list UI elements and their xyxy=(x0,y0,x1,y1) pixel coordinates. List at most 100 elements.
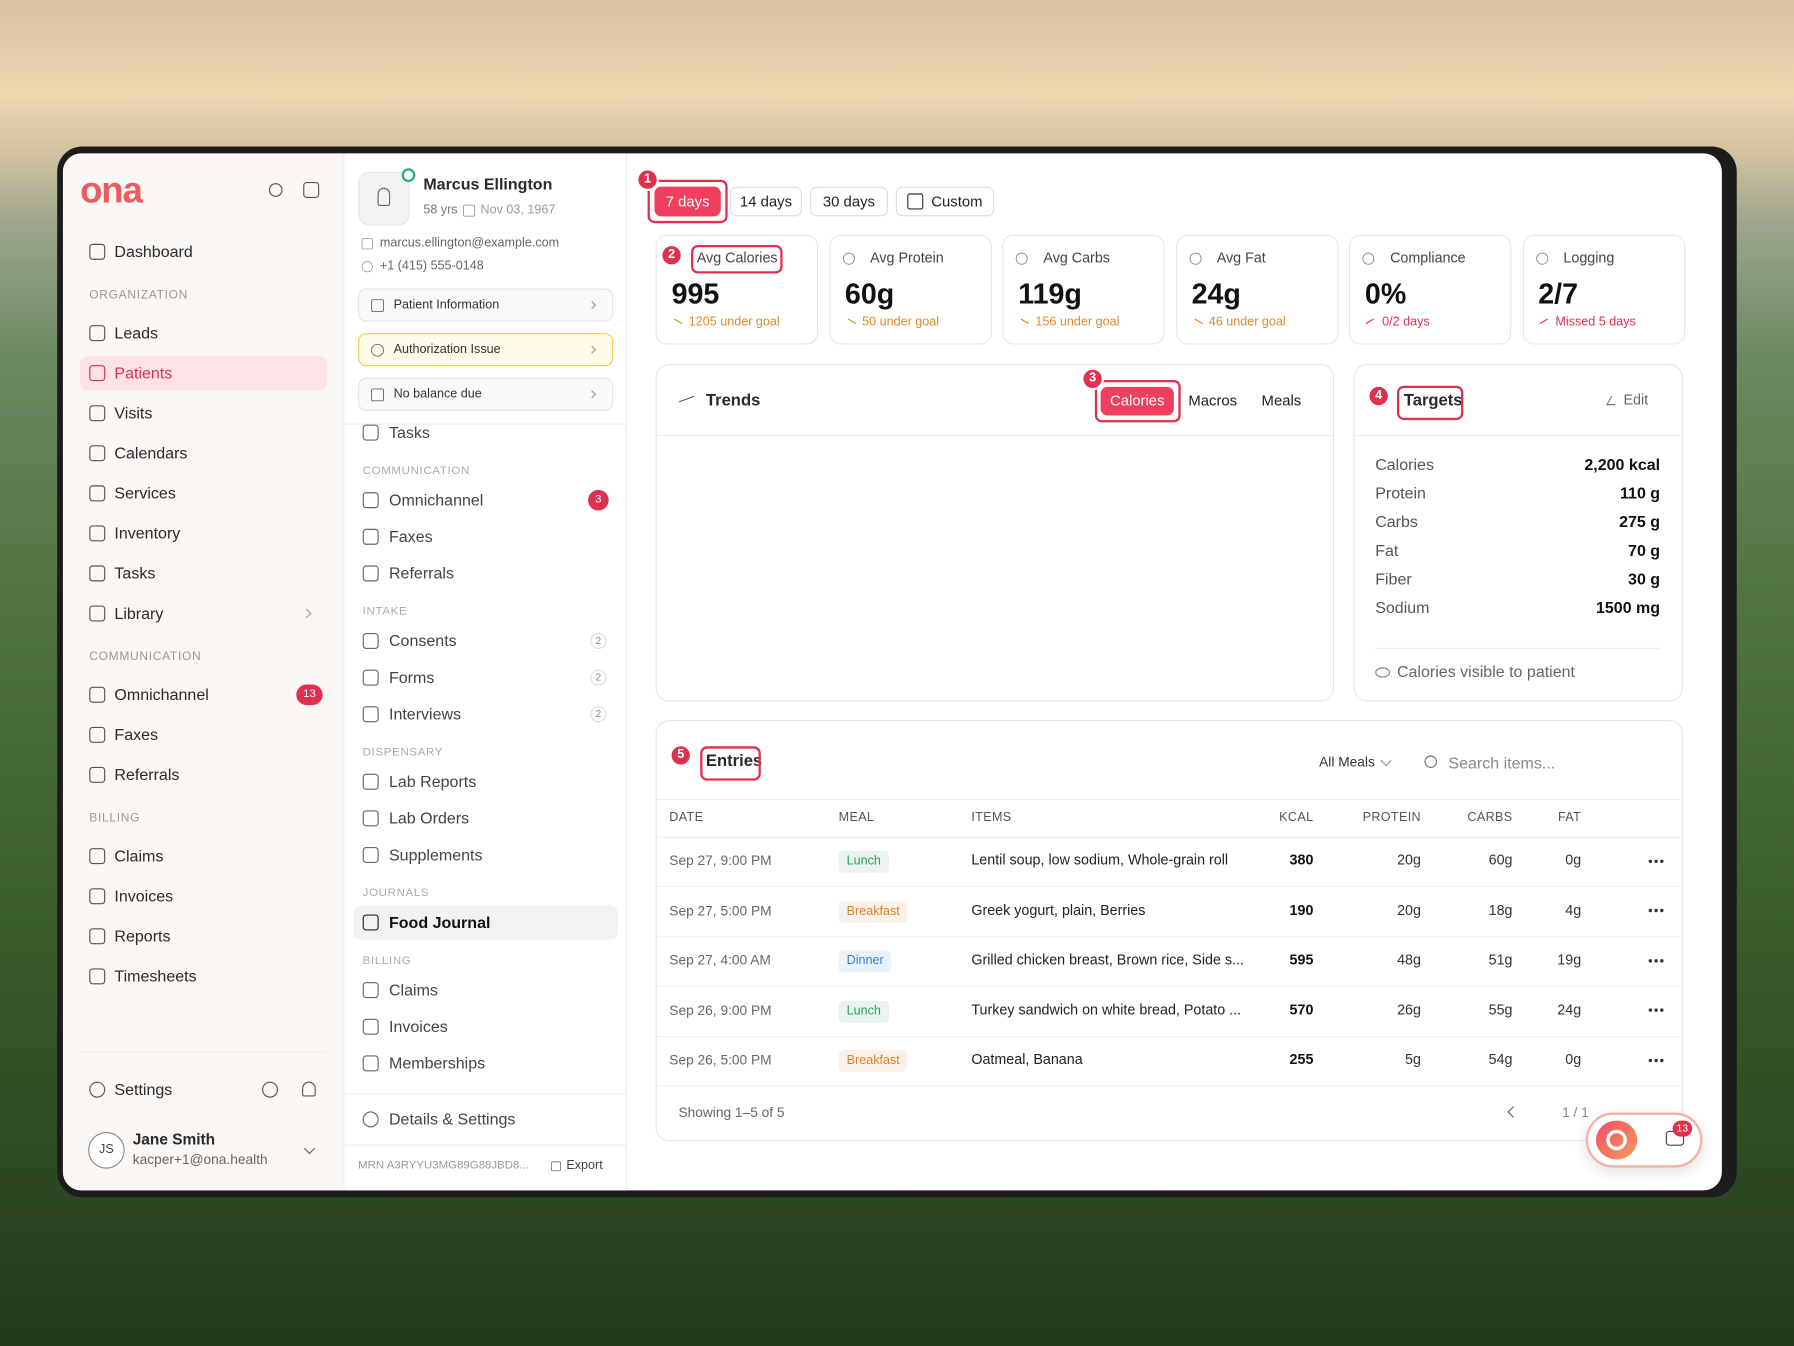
patient-phone: +1 (415) 555-0148 xyxy=(379,259,484,273)
range-button[interactable] xyxy=(895,186,995,217)
nav-item[interactable]: Calendars xyxy=(114,443,188,462)
divider xyxy=(656,985,1682,987)
bell-icon[interactable] xyxy=(302,1081,316,1097)
menu-item[interactable]: Consents xyxy=(388,631,457,650)
icon xyxy=(89,888,106,905)
nav-item[interactable]: Omnichannel xyxy=(114,685,209,704)
entry-date: Sep 26, 5:00 PM xyxy=(669,1051,772,1068)
nav-item[interactable]: Claims xyxy=(114,846,164,865)
entry-items: Turkey sandwich on white bread, Potato .… xyxy=(971,1001,1242,1018)
icon xyxy=(89,766,106,783)
entry-items: Grilled chicken breast, Brown rice, Side… xyxy=(971,951,1244,968)
column-header: CARBS xyxy=(1467,810,1513,825)
stat-card xyxy=(828,234,992,345)
search-input[interactable]: Search items... xyxy=(1448,753,1556,773)
help-icon[interactable] xyxy=(261,1081,279,1098)
nav-item[interactable]: Leads xyxy=(114,323,159,342)
stat-value: 995 xyxy=(671,278,720,311)
info-card[interactable] xyxy=(358,288,614,322)
menu-item[interactable]: Faxes xyxy=(388,527,433,546)
nav-item[interactable]: Faxes xyxy=(114,725,159,744)
divider xyxy=(80,1051,328,1054)
target-value: 2,200 kcal xyxy=(1584,455,1661,474)
menu-heading: COMMUNICATION xyxy=(362,464,470,478)
menu-item[interactable]: Food Journal xyxy=(388,912,491,932)
stat-note: 1205 under goal xyxy=(688,315,780,329)
menu-item[interactable]: Tasks xyxy=(388,423,430,442)
entry-date: Sep 26, 9:00 PM xyxy=(669,1001,772,1018)
icon xyxy=(362,1018,379,1035)
menu-heading: INTAKE xyxy=(362,605,408,619)
menu-item[interactable]: Invoices xyxy=(388,1017,448,1036)
info-card[interactable] xyxy=(358,333,614,367)
menu-item[interactable]: Supplements xyxy=(388,845,483,864)
callout-number: 4 xyxy=(1375,388,1383,403)
search-icon[interactable] xyxy=(268,183,283,197)
nav-item[interactable]: Settings xyxy=(114,1080,173,1099)
badge-count: 3 xyxy=(595,493,602,506)
menu-dot[interactable] xyxy=(1654,908,1659,913)
nav-item[interactable]: Library xyxy=(114,603,164,623)
patient-dob: Nov 03, 1967 xyxy=(480,203,556,217)
icon xyxy=(1362,252,1375,265)
menu-item[interactable]: Lab Reports xyxy=(388,772,477,791)
chart-tab[interactable]: Macros xyxy=(1188,391,1238,409)
avatar-person xyxy=(377,187,391,207)
menu-item[interactable]: Omnichannel xyxy=(388,490,484,509)
user-email: kacper+1@ona.health xyxy=(132,1151,268,1168)
badge xyxy=(296,684,323,706)
range-button[interactable] xyxy=(729,186,803,217)
menu-item[interactable]: Claims xyxy=(388,980,438,999)
menu-dot[interactable] xyxy=(1654,1008,1659,1013)
nav-item[interactable]: Timesheets xyxy=(114,966,197,986)
nav-item[interactable]: Tasks xyxy=(114,563,156,583)
chart-tab[interactable]: Meals xyxy=(1261,391,1302,409)
badge-count: 2 xyxy=(595,634,602,647)
entry-carbs: 54g xyxy=(1488,1051,1513,1068)
range-button[interactable] xyxy=(810,186,888,217)
nav-item[interactable]: Dashboard xyxy=(114,242,193,261)
export-button[interactable]: Export xyxy=(566,1158,603,1173)
menu-dot[interactable] xyxy=(1654,958,1659,963)
nav-item[interactable]: Referrals xyxy=(114,765,180,784)
icon xyxy=(89,605,106,622)
callout-badge xyxy=(636,168,660,192)
meal-filter[interactable]: All Meals xyxy=(1319,754,1375,771)
menu-dot[interactable] xyxy=(1654,1058,1659,1062)
target-value: 30 g xyxy=(1628,569,1661,588)
menu-item[interactable]: Interviews xyxy=(388,704,462,723)
menu-item[interactable]: Referrals xyxy=(388,563,454,583)
icon xyxy=(89,445,106,462)
edit-button[interactable]: Edit xyxy=(1623,392,1649,409)
nav-item[interactable]: Services xyxy=(114,483,176,503)
stat-card xyxy=(1522,234,1685,345)
divider xyxy=(656,798,1682,801)
user-name: Jane Smith xyxy=(132,1130,216,1148)
panel-icon[interactable] xyxy=(303,181,320,199)
nav-item[interactable]: Reports xyxy=(114,926,171,945)
menu-dot[interactable] xyxy=(1654,859,1659,863)
nav-item[interactable]: Patients xyxy=(114,363,173,382)
divider xyxy=(656,885,1682,888)
chat-badge xyxy=(1672,1120,1693,1137)
menu-item[interactable]: Lab Orders xyxy=(388,808,470,828)
info-card[interactable] xyxy=(358,377,614,411)
nav-item[interactable]: Invoices xyxy=(114,886,174,905)
menu-item[interactable]: Memberships xyxy=(388,1053,486,1073)
stat-label: Avg Fat xyxy=(1216,250,1266,267)
menu-item[interactable]: Details & Settings xyxy=(388,1109,516,1129)
info-card-label: Patient Information xyxy=(393,297,500,312)
menu-dot xyxy=(1648,859,1653,863)
entry-carbs: 18g xyxy=(1488,901,1513,918)
nav-item[interactable]: Visits xyxy=(114,403,153,422)
divider xyxy=(1354,434,1682,437)
callout-outline xyxy=(1396,385,1464,421)
entry-date: Sep 27, 5:00 PM xyxy=(669,902,772,919)
range-button[interactable] xyxy=(654,186,721,217)
chart-tab[interactable]: Calories xyxy=(1109,391,1165,409)
nav-item[interactable]: Inventory xyxy=(114,523,181,543)
menu-item[interactable]: Forms xyxy=(388,667,435,687)
icon xyxy=(362,528,379,545)
stat-value: 24g xyxy=(1191,278,1241,311)
search-icon xyxy=(1424,755,1437,769)
